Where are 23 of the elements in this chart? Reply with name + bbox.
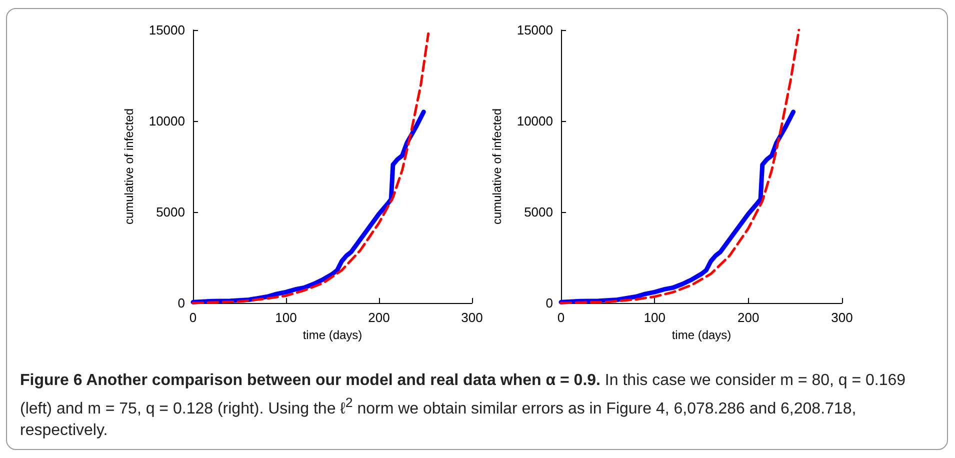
x-axis-title: time (days): [302, 328, 362, 342]
x-tick-label: 100: [275, 310, 297, 325]
y-tick-label: 15000: [516, 22, 553, 38]
y-tick-label: 15000: [148, 22, 185, 38]
y-tick-label: 10000: [516, 114, 553, 128]
x-tick-label: 200: [368, 310, 390, 325]
x-tick-label: 100: [644, 310, 666, 325]
line-series: [558, 110, 796, 304]
x-tick-label: 0: [557, 310, 565, 325]
y-tick-label: 0: [178, 296, 185, 310]
y-tick-label: 5000: [156, 204, 185, 220]
y-tick-label: 0: [546, 296, 553, 310]
y-tick-label: 10000: [148, 114, 185, 128]
x-tick-label: 300: [831, 310, 853, 325]
x-tick-label: 0: [189, 310, 197, 325]
y-axis-title: cumulative of infected: [122, 108, 136, 225]
x-tick-label: 200: [737, 310, 760, 325]
caption: Figure 6 Another comparison between our model and real data when α = 0.9.: [20, 372, 600, 389]
x-axis-title: time (days): [672, 328, 732, 342]
y-tick-label: 5000: [524, 204, 553, 220]
line-series: [192, 32, 430, 304]
x-tick-label: 300: [461, 310, 483, 325]
y-axis-title: cumulative of infected: [490, 108, 504, 225]
